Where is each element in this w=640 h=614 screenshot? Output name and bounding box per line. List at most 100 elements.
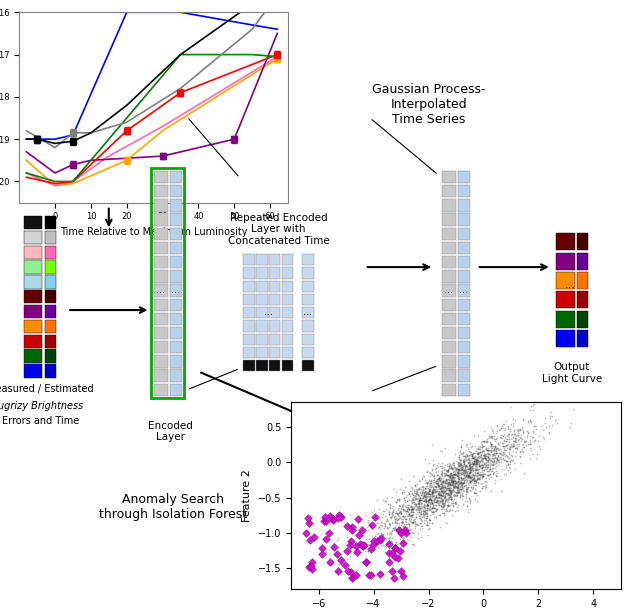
Point — [529, 449, 539, 459]
Point — [472, 467, 483, 476]
Point — [410, 488, 420, 498]
Point — [433, 459, 443, 468]
Point — [478, 469, 488, 479]
Point — [406, 503, 416, 513]
Point — [515, 452, 525, 462]
Point — [413, 475, 424, 484]
Point — [446, 474, 456, 484]
Point — [456, 473, 466, 483]
Point — [457, 494, 467, 503]
Point — [402, 505, 412, 515]
Point — [460, 461, 470, 471]
Point — [346, 567, 356, 577]
Point — [470, 467, 481, 476]
Point — [403, 500, 413, 510]
Point — [346, 536, 356, 546]
Point — [407, 483, 417, 493]
Point — [398, 518, 408, 527]
Point — [427, 488, 437, 498]
Point — [440, 507, 451, 516]
Point — [317, 550, 327, 559]
Point — [401, 507, 411, 516]
Point — [384, 519, 394, 529]
Point — [458, 485, 468, 495]
Point — [492, 426, 502, 435]
Point — [447, 478, 457, 488]
Point — [465, 465, 476, 475]
Point — [437, 470, 447, 480]
Point — [476, 454, 486, 464]
Point — [463, 467, 474, 476]
Point — [452, 472, 463, 481]
Point — [426, 468, 436, 478]
Point — [499, 468, 509, 478]
Point — [377, 529, 387, 538]
Point — [471, 457, 481, 467]
Point — [446, 488, 456, 498]
Point — [440, 482, 451, 492]
Point — [433, 480, 444, 490]
Point — [432, 478, 442, 488]
Point — [402, 522, 412, 532]
Point — [447, 470, 457, 480]
Point — [511, 443, 521, 453]
Point — [451, 466, 461, 476]
Point — [445, 468, 455, 478]
Point — [470, 465, 481, 475]
Point — [452, 464, 463, 474]
Point — [469, 453, 479, 462]
Point — [428, 484, 438, 494]
Point — [473, 448, 483, 458]
Point — [438, 508, 449, 518]
Point — [439, 500, 449, 510]
Point — [440, 470, 451, 480]
Point — [462, 468, 472, 478]
Point — [458, 476, 468, 486]
Point — [392, 554, 403, 564]
Point — [452, 502, 462, 512]
Point — [449, 482, 460, 492]
Point — [460, 462, 470, 472]
Point — [461, 476, 472, 486]
Point — [458, 473, 468, 483]
Point — [380, 519, 390, 529]
Point — [464, 472, 474, 482]
Point — [443, 500, 453, 510]
Point — [458, 477, 468, 487]
Point — [419, 492, 429, 502]
Point — [462, 483, 472, 492]
Point — [347, 528, 357, 538]
Point — [498, 441, 508, 451]
Point — [525, 438, 536, 448]
Point — [435, 488, 445, 498]
Point — [483, 446, 493, 456]
Point — [448, 458, 458, 468]
Point — [438, 498, 449, 508]
Point — [453, 481, 463, 491]
Point — [429, 487, 439, 497]
Point — [423, 500, 433, 510]
Point — [372, 495, 382, 505]
Point — [468, 465, 478, 475]
Point — [360, 557, 371, 567]
Point — [427, 485, 437, 495]
Point — [460, 480, 470, 490]
Point — [425, 503, 435, 513]
Point — [500, 432, 510, 442]
Point — [457, 481, 467, 491]
Point — [477, 478, 487, 488]
Point — [469, 454, 479, 464]
Point — [426, 494, 436, 503]
Point — [442, 478, 452, 488]
Point — [477, 472, 487, 482]
Point — [474, 456, 484, 465]
Point — [372, 529, 382, 539]
Point — [435, 490, 445, 500]
Point — [468, 456, 479, 466]
Point — [416, 490, 426, 500]
Point — [409, 517, 419, 527]
Point — [404, 521, 414, 530]
Point — [436, 468, 446, 478]
Point — [477, 483, 488, 492]
Point — [510, 416, 520, 426]
